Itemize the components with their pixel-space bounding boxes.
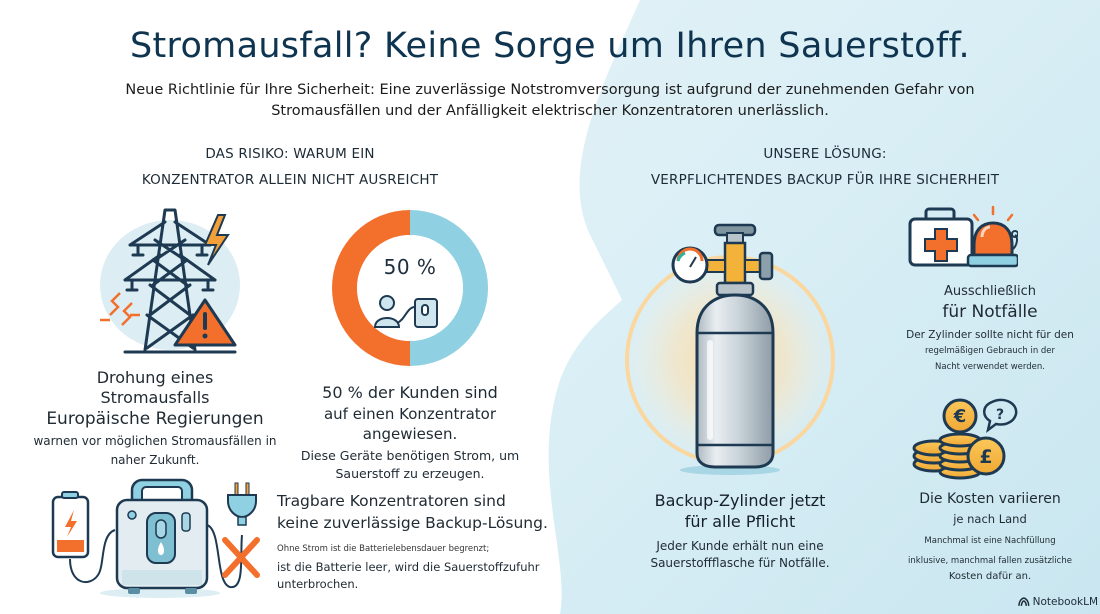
emergency-block: Ausschließlich für Notfälle Der Zylinder…: [880, 283, 1100, 375]
backup-desc: Jeder Kunde erhält nun eine: [656, 539, 824, 553]
subtitle-line: Stromausfällen und der Anfälligkeit elek…: [271, 103, 829, 119]
costs-desc: inklusive, manchmal fallen zusätzliche: [908, 556, 1072, 566]
heading-line: UNSERE LÖSUNG:: [763, 146, 887, 162]
power-tower-warning-icon: [100, 208, 240, 354]
costs-title: Die Kosten variieren: [919, 491, 1061, 507]
emergency-title: Ausschließlich: [943, 284, 1037, 299]
portable-note: Ohne Strom ist die Batterielebensdauer b…: [277, 544, 490, 554]
oxygen-cylinder-icon: [625, 223, 835, 475]
costs-block: Die Kosten variieren je nach Land Manchm…: [880, 489, 1100, 585]
svg-text:?: ?: [996, 407, 1004, 423]
subtitle-line: Neue Richtlinie für Ihre Sicherheit: Ein…: [125, 82, 975, 98]
heading-line: KONZENTRATOR ALLEIN NICHT AUSREICHT: [141, 172, 439, 188]
costs-desc: Manchmal ist eine Nachfüllung: [924, 536, 1056, 546]
threat-desc: naher Zukunft.: [110, 453, 200, 467]
risk-section-heading: DAS RISIKO: WARUM EIN KONZENTRATOR ALLEI…: [90, 141, 490, 193]
backup-title: Backup-Zylinder jetzt: [654, 491, 826, 510]
portable-title: keine zuverlässige Backup-Lösung.: [277, 514, 548, 532]
donut-value: 50 %: [383, 255, 437, 279]
threat-block: Drohung eines Stromausfalls Europäische …: [10, 368, 300, 470]
emergency-desc: regelmäßigen Gebrauch in der: [924, 346, 1056, 356]
portable-block: Tragbare Konzentratoren sind keine zuver…: [277, 490, 567, 593]
threat-subtitle: Europäische Regierungen: [46, 409, 264, 429]
costs-subtitle: je nach Land: [953, 512, 1027, 526]
svg-text:£: £: [979, 446, 992, 468]
dependency-block: 50 % der Kunden sind auf einen Konzentra…: [285, 382, 535, 483]
notebooklm-logo-icon: [1018, 597, 1030, 606]
threat-title: Stromausfalls: [100, 388, 210, 407]
threat-title: Drohung eines: [96, 368, 214, 387]
dependency-desc: Sauerstoff zu erzeugen.: [335, 466, 485, 481]
solution-section-heading: UNSERE LÖSUNG: VERPFLICHTENDES BACKUP FÜ…: [625, 141, 1025, 193]
page-subtitle: Neue Richtlinie für Ihre Sicherheit: Ein…: [100, 80, 1000, 122]
emergency-title: für Notfälle: [942, 302, 1038, 322]
backup-title: für alle Pflicht: [684, 512, 796, 531]
coins-euro-pound-icon: € £ ?: [912, 398, 1018, 480]
emergency-desc: Der Zylinder sollte nicht für den: [906, 329, 1074, 341]
emergency-desc: Nacht verwendet werden.: [935, 362, 1045, 372]
portable-title: Tragbare Konzentratoren sind: [277, 492, 506, 510]
heading-line: DAS RISIKO: WARUM EIN: [205, 146, 375, 162]
first-aid-siren-icon: [908, 205, 1018, 268]
dependency-title: 50 % der Kunden sind: [322, 383, 498, 402]
donut-chart: [332, 210, 488, 366]
portable-concentrator-battery-icon: [51, 478, 260, 598]
portable-desc: unterbrochen.: [277, 577, 359, 591]
svg-text:€: €: [953, 406, 967, 427]
dependency-title: auf einen Konzentrator angewiesen.: [323, 405, 496, 443]
patient-concentrator-icon: [373, 295, 438, 328]
backup-block: Backup-Zylinder jetzt für alle Pflicht J…: [620, 490, 860, 572]
portable-desc: ist die Batterie leer, wird die Sauersto…: [277, 560, 540, 574]
page-title: Stromausfall? Keine Sorge um Ihren Sauer…: [130, 26, 970, 66]
costs-desc: Kosten dafür an.: [948, 571, 1032, 582]
brand-label: NotebookLM: [1032, 596, 1098, 608]
backup-desc: Sauerstoffflasche für Notfälle.: [650, 556, 830, 570]
heading-line: VERPFLICHTENDES BACKUP FÜR IHRE SICHERHE…: [650, 172, 1000, 188]
notebooklm-brand: NotebookLM: [1018, 596, 1098, 608]
dependency-desc: Diese Geräte benötigen Strom, um: [300, 448, 520, 463]
threat-desc: warnen vor möglichen Stromausfällen in: [33, 434, 277, 448]
